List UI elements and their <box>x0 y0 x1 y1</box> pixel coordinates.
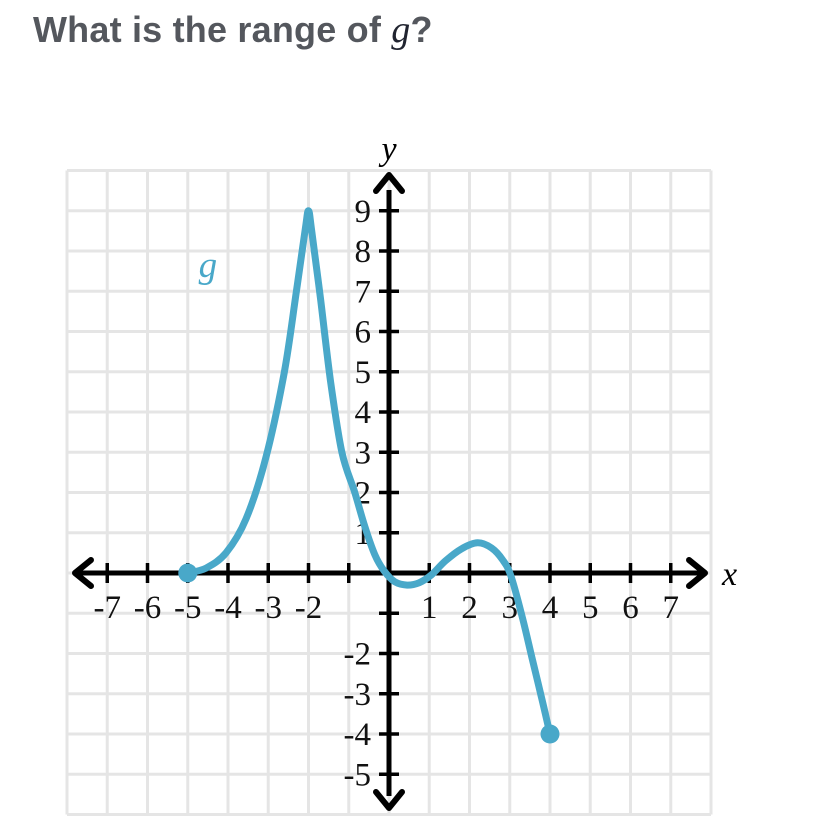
x-tick-label: 5 <box>582 590 599 626</box>
x-tick-label: -5 <box>174 590 202 626</box>
x-axis-arrow-right-icon <box>686 557 708 589</box>
function-name: g <box>391 9 411 51</box>
x-axis-label: x <box>721 556 737 593</box>
y-tick-label: -4 <box>344 717 372 753</box>
x-tick-label: 6 <box>622 590 639 626</box>
x-tick-label: -7 <box>94 590 122 626</box>
x-tick-label: 7 <box>663 590 680 626</box>
y-tick-label: 4 <box>355 395 372 431</box>
question-text: What is the range of <box>33 9 392 50</box>
x-tick-label: 4 <box>542 590 559 626</box>
endpoint-dot <box>178 563 198 583</box>
y-tick-label: 8 <box>355 234 372 270</box>
y-tick-label: 6 <box>355 315 372 351</box>
y-tick-label: -2 <box>344 637 372 673</box>
function-curve <box>184 207 554 738</box>
endpoint-dot <box>540 724 560 744</box>
x-tick-label: 1 <box>421 590 438 626</box>
x-tick-label: 2 <box>461 590 478 626</box>
y-axis-arrow-up-icon <box>373 172 405 194</box>
y-tick-label: 7 <box>355 274 372 310</box>
y-axis-arrow-down-icon <box>373 789 405 811</box>
x-tick-label: -4 <box>214 590 242 626</box>
x-tick-label: -2 <box>295 590 323 626</box>
y-tick-label: 9 <box>355 194 372 230</box>
x-axis-arrow-left-icon <box>72 557 94 589</box>
question-title: What is the range of g? <box>33 8 433 52</box>
y-axis-label: y <box>378 131 397 168</box>
y-tick-label: -3 <box>344 677 372 713</box>
y-tick-label: 3 <box>355 435 372 471</box>
x-tick-label: -3 <box>255 590 283 626</box>
y-tick-label: -5 <box>344 757 372 793</box>
curve-label: g <box>199 245 218 286</box>
y-tick-label: 5 <box>355 355 372 391</box>
x-tick-label: 3 <box>502 590 519 626</box>
question-mark: ? <box>410 9 433 50</box>
x-tick-label: -6 <box>134 590 162 626</box>
